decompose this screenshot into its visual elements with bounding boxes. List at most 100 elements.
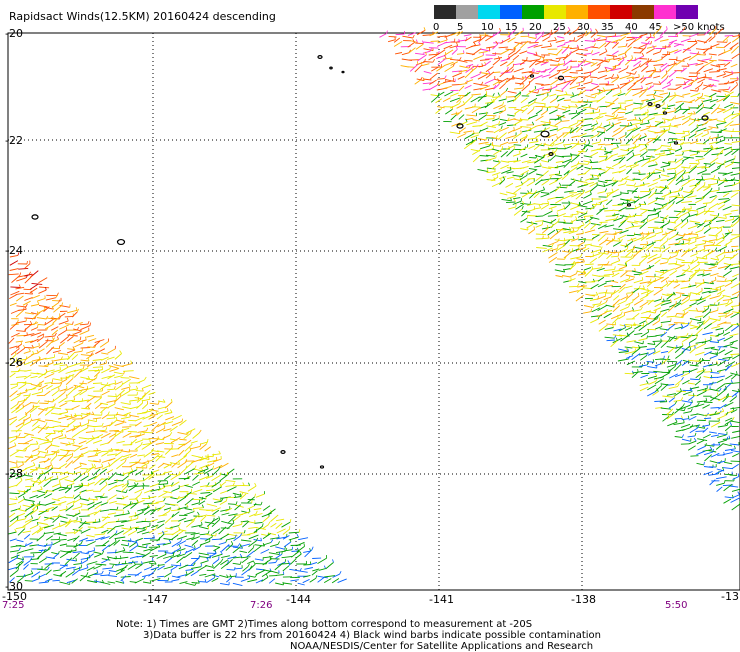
wind-barb — [731, 363, 739, 367]
wind-barb-flag — [675, 92, 676, 95]
wind-barb — [611, 256, 618, 257]
wind-barb-flag — [682, 343, 683, 346]
wind-barb-flag — [151, 408, 152, 411]
wind-barb — [584, 61, 595, 64]
wind-barb — [660, 235, 667, 242]
wind-barb — [641, 66, 648, 72]
wind-barb — [298, 538, 308, 540]
wind-barb — [184, 440, 191, 445]
wind-barb — [480, 128, 488, 131]
wind-barb — [101, 452, 108, 456]
wind-barb — [703, 434, 711, 438]
wind-barb-flag — [45, 491, 46, 494]
wind-barb-flag — [73, 440, 74, 443]
wind-barb — [241, 540, 251, 541]
wind-barb — [730, 85, 737, 92]
wind-barb — [67, 483, 74, 486]
wind-barb-flag — [676, 419, 678, 422]
wind-barb — [590, 179, 599, 180]
wind-barb — [731, 246, 738, 247]
wind-barb — [690, 365, 699, 366]
wind-barb — [513, 175, 522, 176]
wind-barb — [618, 155, 627, 157]
wind-barb — [724, 462, 732, 464]
wind-barb — [429, 85, 437, 90]
wind-barb-flag — [691, 409, 692, 412]
wind-barb-flag — [708, 131, 709, 134]
wind-barb — [710, 289, 721, 291]
wind-barb — [730, 486, 738, 487]
wind-barb — [53, 554, 58, 559]
wind-barb-flag — [682, 377, 684, 380]
wind-barb — [592, 235, 599, 239]
wind-barb — [717, 42, 727, 43]
wind-barb — [17, 551, 24, 554]
wind-barb — [514, 88, 523, 89]
wind-barb — [480, 73, 491, 75]
wind-barb — [723, 214, 731, 216]
wind-barb-flag — [660, 49, 661, 52]
wind-barb — [74, 456, 84, 457]
wind-barb — [10, 439, 17, 443]
wind-barb — [584, 182, 594, 184]
wind-barb — [65, 558, 72, 565]
wind-barb — [725, 121, 734, 128]
wind-barb-flag — [508, 67, 509, 70]
wind-barb — [32, 392, 43, 395]
wind-barb-flag — [126, 490, 127, 493]
wind-barb — [590, 68, 599, 73]
wind-barb — [128, 531, 137, 536]
wind-barb — [52, 421, 61, 423]
wind-barb — [662, 396, 673, 397]
wind-barb-flag — [154, 535, 155, 538]
wind-barb-flag — [638, 196, 639, 199]
wind-barb — [199, 527, 209, 529]
wind-barb — [709, 474, 719, 476]
wind-barb-flag — [669, 338, 671, 341]
wind-barb — [724, 42, 731, 47]
wind-barb-flag — [570, 128, 572, 131]
wind-barb — [16, 296, 23, 301]
wind-barb — [732, 464, 739, 469]
wind-barb — [690, 254, 697, 257]
wind-barb — [641, 161, 649, 167]
wind-barb — [485, 102, 494, 103]
wind-barb — [53, 517, 59, 523]
wind-barb — [632, 313, 639, 319]
wind-barb — [625, 112, 633, 115]
wind-barb-flag — [42, 470, 44, 473]
wind-barb — [599, 160, 606, 163]
wind-barb — [16, 278, 26, 281]
wind-barb — [221, 564, 228, 569]
wind-barb — [555, 107, 566, 110]
wind-barb-flag — [626, 43, 627, 46]
wind-barb-flag — [39, 501, 40, 504]
wind-barb — [122, 427, 131, 428]
wind-barb-flag — [108, 462, 110, 465]
wind-barb — [87, 467, 93, 473]
wind-barb — [564, 100, 571, 101]
wind-barb-flag — [131, 468, 132, 471]
wind-barb — [655, 386, 661, 392]
wind-barb — [18, 384, 25, 389]
wind-barb — [548, 230, 555, 235]
wind-barb-flag — [527, 215, 528, 218]
wind-barb — [263, 525, 269, 529]
wind-barb — [480, 60, 489, 61]
wind-barb — [507, 196, 515, 198]
wind-barb — [53, 395, 62, 401]
wind-barb — [599, 325, 608, 332]
wind-barb — [718, 425, 727, 427]
wind-barb — [492, 145, 501, 146]
wind-barb-swaths — [9, 26, 740, 586]
wind-barb-flag — [512, 75, 513, 78]
wind-barb — [612, 163, 620, 167]
wind-barb — [44, 494, 52, 498]
wind-barb — [500, 165, 508, 169]
wind-barb-flag — [98, 369, 99, 372]
wind-barb — [675, 116, 685, 119]
wind-barb-flag — [702, 227, 704, 230]
wind-barb-flag — [559, 218, 560, 221]
wind-barb — [647, 242, 656, 246]
wind-barb — [122, 407, 131, 409]
